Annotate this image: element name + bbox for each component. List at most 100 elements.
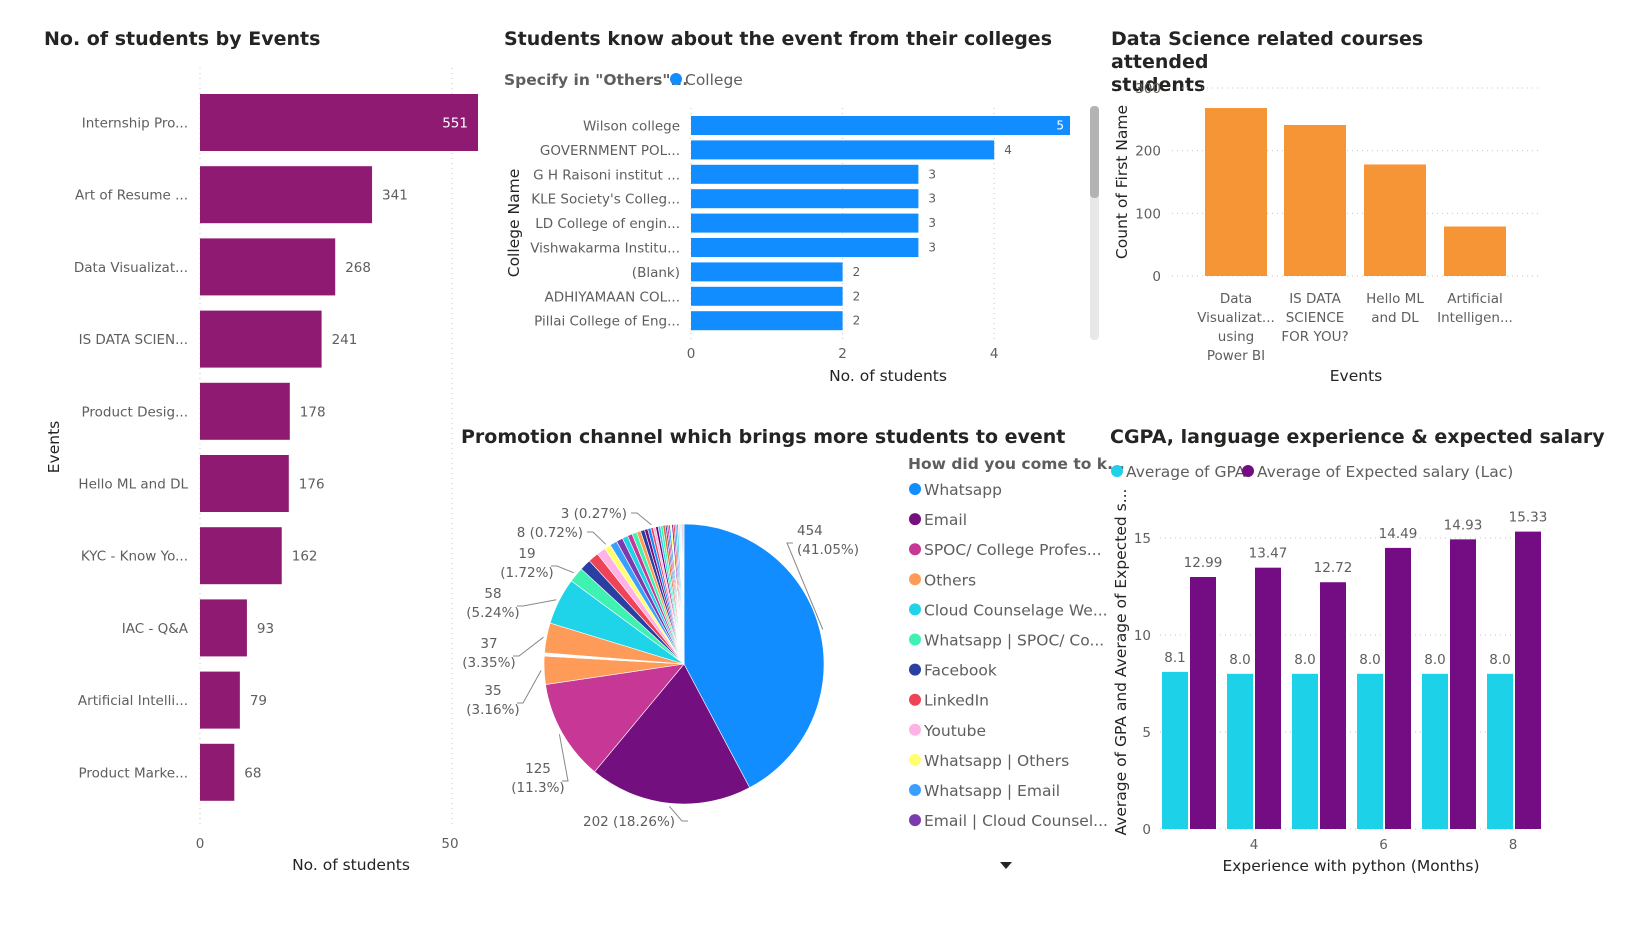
colleges-scrollbar-thumb [1090,106,1099,198]
promo-legend-item: Whatsapp [924,481,1002,499]
cgpa-bar [1385,547,1411,829]
promo-chart-title: Promotion channel which brings more stud… [461,426,1066,448]
promo-legend-item: LinkedIn [924,692,989,710]
cgpa-data-label: 15.33 [1509,510,1548,526]
promo-legend-title: How did you come to k... [908,455,1125,473]
events-chart-title: No. of students by Events [44,28,321,50]
events-data-label: 241 [332,332,358,348]
ds-y-tick: 100 [1135,206,1161,222]
events-category-label: KYC - Know Yo... [81,549,188,565]
promo-legend-marker [909,693,921,706]
pie-data-label: (41.05%) [797,542,859,558]
cgpa-data-label: 14.93 [1444,517,1483,533]
events-x-tick: 50 [441,836,458,852]
colleges-bar [691,262,843,282]
colleges-category-label: KLE Society's Colleg... [531,192,680,208]
events-category-label: Data Visualizat... [74,260,188,276]
colleges-data-label: 3 [928,192,936,206]
events-bar [200,743,235,801]
colleges-category-label: GOVERNMENT POL... [540,143,680,159]
ds-category-label: Power BI [1207,348,1265,364]
pie-leader-line [786,542,824,630]
cgpa-data-label: 8.0 [1294,652,1315,668]
ds-chart-title-line1: Data Science related courses attended [1111,28,1424,73]
colleges-legend-title: Specify in "Others"... [504,71,688,89]
ds-category-label: Intelligen... [1437,310,1513,326]
promo-legend-marker [909,633,921,646]
promo-legend-item: Whatsapp | Others [924,752,1069,770]
ds-bar [1284,124,1346,277]
cgpa-legend-marker [1111,465,1123,477]
cgpa-data-label: 8.0 [1229,652,1250,668]
cgpa-bar [1227,673,1253,829]
colleges-data-label: 5 [1056,119,1064,133]
ds-chart-title-line2: students [1111,74,1206,96]
ds-bar [1364,164,1426,276]
cgpa-bar [1190,576,1216,829]
events-bar [200,455,289,512]
cgpa-legend-label: Average of Expected salary (Lac) [1257,463,1513,481]
colleges-data-label: 3 [928,241,936,255]
cgpa-bar [1450,539,1476,829]
cgpa-bar [1422,673,1448,829]
events-bar [200,527,282,585]
pie-leader-line [558,734,569,782]
cgpa-x-tick: 6 [1379,837,1388,853]
ds-category-label: Data [1220,291,1252,307]
ds-category-label: Hello ML [1366,291,1424,307]
promo-legend-marker [909,603,921,616]
events-category-label: Hello ML and DL [78,477,188,493]
cgpa-data-label: 13.47 [1249,546,1288,562]
events-data-label: 178 [300,404,326,420]
promo-legend-item: SPOC/ College Profes... [924,541,1102,559]
colleges-bar [691,213,919,233]
promo-legend-marker [909,513,921,526]
pie-data-label: 454 [797,523,823,539]
promo-legend-marker [909,543,921,556]
pie-data-label: 35 [484,683,501,699]
promo-legend-item: Whatsapp | SPOC/ Co... [924,632,1104,650]
promo-legend-item: Cloud Counselage We... [924,601,1108,619]
pie-leader-line [669,805,688,822]
colleges-category-label: Vishwakarma Institu... [530,241,680,257]
ds-category-label: IS DATA [1289,291,1341,307]
events-bar [200,671,240,729]
cgpa-bar [1357,673,1383,829]
cgpa-bar [1255,567,1281,829]
colleges-bar [691,311,843,331]
legend-scroll-down-icon [1000,862,1012,869]
promo-legend-item: Email | Cloud Counsel... [924,812,1108,830]
ds-chart-title: Data Science related courses attended st… [1111,28,1511,97]
events-y-axis-title: Events [45,421,63,473]
colleges-bar [691,238,919,257]
events-category-label: Product Marke... [78,765,188,781]
pie-leader-line [513,636,544,657]
events-category-label: Internship Pro... [82,116,188,132]
colleges-legend-marker [670,73,682,85]
cgpa-data-label: 8.0 [1359,652,1380,668]
pie-data-label: 3 (0.27%) [561,506,627,522]
pie-data-label: (1.72%) [500,565,553,581]
cgpa-data-label: 12.72 [1314,560,1353,576]
events-category-label: Artificial Intelli... [78,693,188,709]
events-category-label: Art of Resume ... [75,188,188,204]
events-data-label: 341 [382,188,408,204]
cgpa-y-tick: 5 [1142,725,1151,741]
ds-category-label: FOR YOU? [1281,329,1348,345]
pie-slice [545,663,685,773]
ds-category-label: Visualizat... [1197,310,1275,326]
events-x-axis-title: No. of students [292,856,410,874]
pie-data-label: 8 (0.72%) [517,525,583,541]
cgpa-data-label: 12.99 [1184,555,1223,571]
pie-data-label: (3.16%) [466,702,519,718]
pie-slice [682,523,685,665]
events-data-label: 162 [292,549,318,565]
events-bar [200,238,336,296]
ds-y-tick: 300 [1135,81,1161,97]
cgpa-chart-title: CGPA, language experience & expected sal… [1110,426,1605,448]
pie-data-label: 19 [518,546,535,562]
cgpa-x-tick: 8 [1509,837,1518,853]
cgpa-y-tick: 15 [1134,531,1151,547]
promo-legend-marker [909,814,921,827]
